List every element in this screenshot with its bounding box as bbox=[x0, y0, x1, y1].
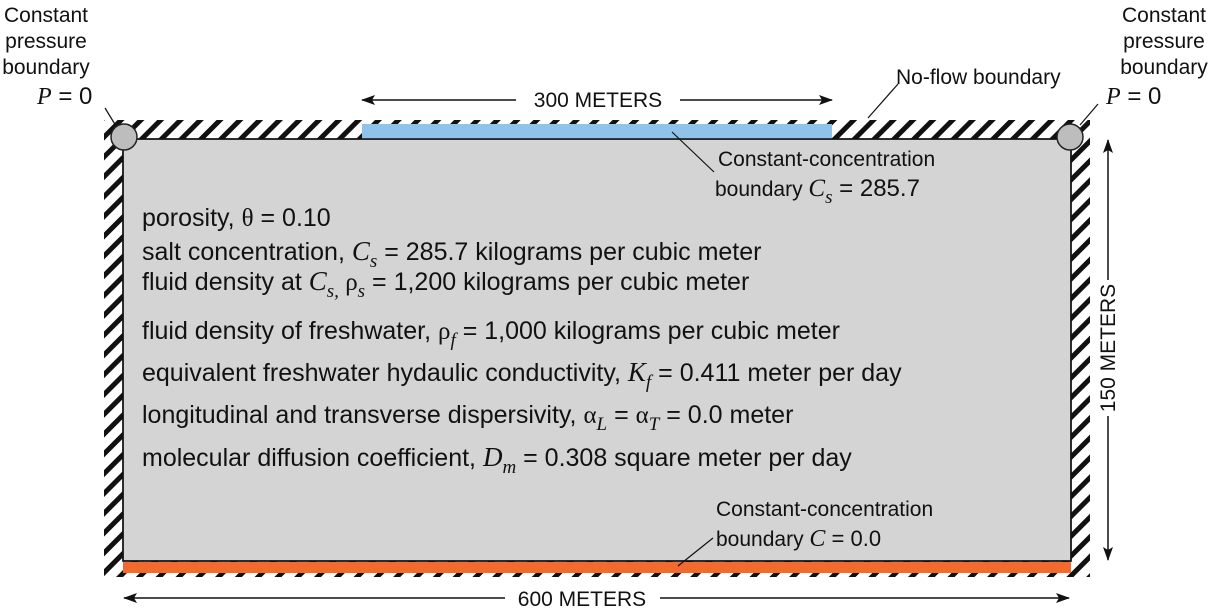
left-corner-line3: boundary bbox=[2, 56, 90, 79]
left-node-leader bbox=[104, 107, 117, 127]
left-corner-var: P bbox=[36, 84, 52, 110]
bottom-conc-leader bbox=[677, 537, 714, 567]
left-corner-value: = 0 bbox=[52, 83, 93, 110]
prop-dispersivity: longitudinal and transverse dispersivity… bbox=[142, 401, 793, 435]
prop-porosity: porosity, θ = 0.10 bbox=[142, 204, 331, 232]
model-domain bbox=[122, 138, 1072, 562]
top-conc-line1: Constant-concentration bbox=[718, 148, 935, 171]
top-conc-prefix: boundary bbox=[715, 178, 808, 201]
right-corner-line3: boundary bbox=[1120, 56, 1208, 79]
left-pressure-node bbox=[110, 123, 138, 151]
top-conc-value: = 285.7 bbox=[833, 175, 920, 202]
right-corner-line2: pressure bbox=[1123, 30, 1205, 53]
bottom-conc-var: C bbox=[809, 526, 826, 552]
prop-fluid-density-freshwater: fluid density of freshwater, ρf = 1,000 … bbox=[142, 317, 840, 351]
top-conc-sub: s bbox=[825, 187, 832, 208]
right-corner-line1: Constant bbox=[1122, 4, 1206, 27]
right-corner-var: P bbox=[1105, 84, 1121, 110]
right-node-leader bbox=[1079, 103, 1099, 126]
left-corner-line1: Constant bbox=[4, 4, 88, 27]
prop-fluid-density-saltwater: fluid density at Cs, ρs = 1,200 kilogram… bbox=[142, 266, 749, 302]
dim-right-label: 150 METERS bbox=[1097, 284, 1120, 412]
dim-top-label: 300 METERS bbox=[534, 89, 662, 112]
dim-bottom-label: 600 METERS bbox=[518, 588, 646, 611]
right-corner-value: = 0 bbox=[1121, 83, 1162, 110]
top-conc-line2: boundary Cs = 285.7 bbox=[715, 175, 920, 208]
top-conc-var: C bbox=[808, 175, 825, 202]
bottom-conc-line2: boundary C = 0.0 bbox=[716, 526, 881, 552]
model-domain-border bbox=[122, 138, 1072, 562]
right-pressure-node bbox=[1056, 123, 1084, 151]
top-concentration-boundary bbox=[362, 124, 832, 139]
left-corner-line2: pressure bbox=[5, 30, 87, 53]
bottom-conc-line1: Constant-concentration bbox=[716, 498, 933, 521]
prop-hydraulic-conductivity: equivalent freshwater hydaulic conductiv… bbox=[142, 357, 902, 393]
top-conc-leader bbox=[671, 131, 715, 173]
right-corner-equation: P = 0 bbox=[1105, 83, 1161, 110]
bottom-concentration-boundary bbox=[123, 562, 1071, 573]
bottom-conc-prefix: boundary bbox=[716, 528, 809, 551]
no-flow-leader bbox=[867, 83, 899, 119]
left-corner-equation: P = 0 bbox=[36, 83, 92, 110]
prop-salt-concentration: salt concentration, Cs = 285.7 kilograms… bbox=[142, 236, 761, 272]
no-flow-label: No-flow boundary bbox=[896, 66, 1061, 89]
prop-diffusion-coefficient: molecular diffusion coefficient, Dm = 0.… bbox=[142, 442, 852, 478]
bottom-conc-value: = 0.0 bbox=[825, 526, 881, 551]
